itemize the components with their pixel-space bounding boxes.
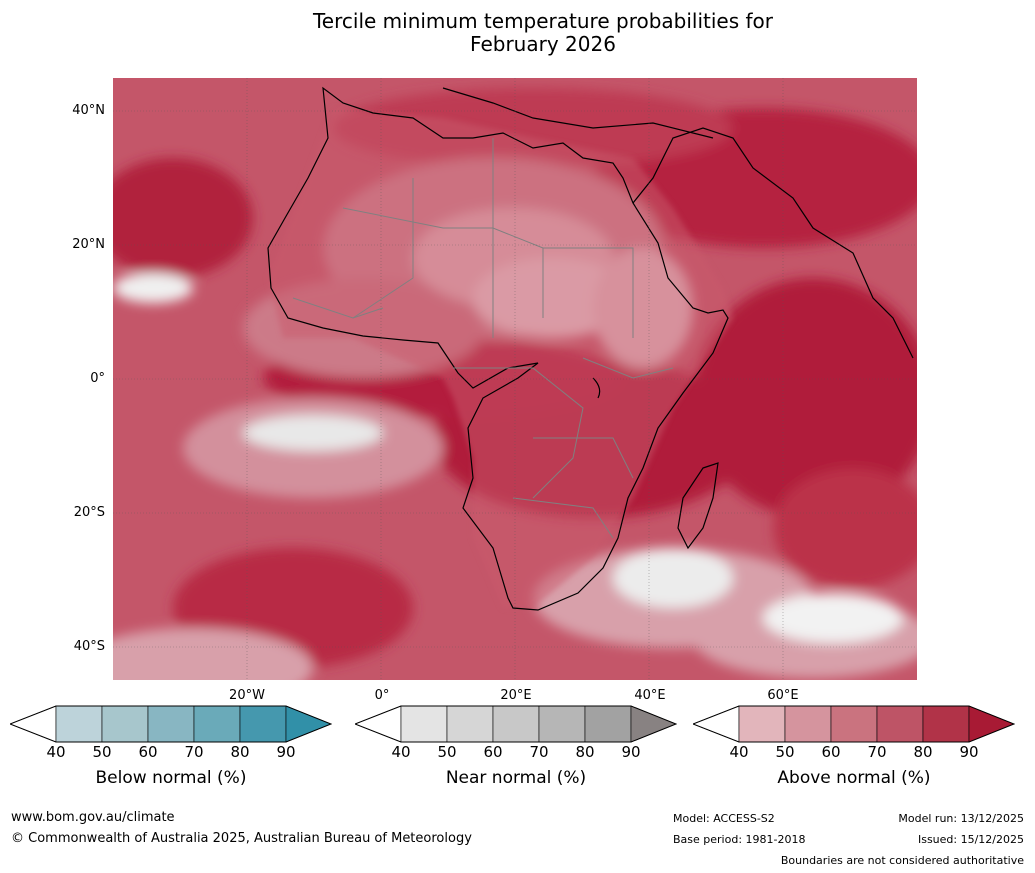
tick: 90 — [959, 743, 979, 761]
tick: 70 — [529, 743, 549, 761]
footer-url[interactable]: www.bom.gov.au/climate — [11, 810, 175, 825]
colorbar-segment — [630, 705, 677, 743]
footer-model: Model: ACCESS-S2 — [673, 812, 775, 825]
tick: 50 — [775, 743, 795, 761]
colorbar-segment — [147, 705, 195, 743]
lat-label-40s: 40°S — [73, 639, 105, 654]
tick: 70 — [867, 743, 887, 761]
colorbar-segment — [538, 705, 586, 743]
colorbar-segment — [239, 705, 287, 743]
colorbar-segment — [10, 705, 57, 743]
colorbar-segment — [355, 705, 402, 743]
tick: 60 — [483, 743, 503, 761]
legend-below-normal — [10, 705, 332, 743]
legend-above-title: Above normal (%) — [777, 768, 931, 788]
footer-base-period: Base period: 1981-2018 — [673, 833, 806, 846]
title-line-1: Tercile minimum temperature probabilitie… — [312, 9, 774, 33]
legend-near-title: Near normal (%) — [445, 768, 587, 788]
colorbar-segment — [285, 705, 332, 743]
colorbar-segment — [55, 705, 103, 743]
colorbar-segment — [830, 705, 878, 743]
lon-label-60e: 60°E — [767, 688, 799, 703]
tick: 50 — [437, 743, 457, 761]
colorbar-segment — [193, 705, 241, 743]
tick: 70 — [184, 743, 204, 761]
colorbar-segment — [784, 705, 832, 743]
colorbar-segment — [492, 705, 540, 743]
footer-issued: Issued: 15/12/2025 — [917, 833, 1024, 846]
lon-label-20e: 20°E — [500, 688, 532, 703]
tick: 80 — [575, 743, 595, 761]
tick: 40 — [729, 743, 749, 761]
map-title: Tercile minimum temperature probabilitie… — [200, 10, 886, 56]
tick: 60 — [821, 743, 841, 761]
tick: 80 — [913, 743, 933, 761]
footer-copyright: © Commonwealth of Australia 2025, Austra… — [11, 831, 472, 846]
lon-label-40e: 40°E — [634, 688, 666, 703]
tick: 50 — [92, 743, 112, 761]
tick: 40 — [46, 743, 66, 761]
colorbar-segment — [968, 705, 1015, 743]
lat-label-40n: 40°N — [72, 103, 105, 118]
colorbar-segment — [922, 705, 970, 743]
tick: 60 — [138, 743, 158, 761]
colorbar-segment — [876, 705, 924, 743]
colorbar-segment — [400, 705, 448, 743]
colorbar-segment — [584, 705, 632, 743]
tick: 80 — [230, 743, 250, 761]
footer-disclaimer: Boundaries are not considered authoritat… — [780, 854, 1024, 867]
colorbar-segment — [446, 705, 494, 743]
lat-label-20s: 20°S — [73, 505, 105, 520]
tick: 90 — [621, 743, 641, 761]
coastlines — [267, 86, 914, 611]
colorbar-near — [355, 705, 677, 743]
tick: 40 — [391, 743, 411, 761]
probability-map — [73, 78, 933, 708]
colorbar-segment — [693, 705, 740, 743]
legend-below-title: Below normal (%) — [95, 768, 247, 788]
tick: 90 — [276, 743, 296, 761]
colorbar-segment — [738, 705, 786, 743]
colorbar-segment — [101, 705, 149, 743]
legend-near-normal — [355, 705, 677, 743]
title-line-2: February 2026 — [470, 32, 616, 56]
colorbar-above — [693, 705, 1015, 743]
footer-model-run: Model run: 13/12/2025 — [898, 812, 1024, 825]
graticule — [113, 78, 917, 680]
lat-label-0: 0° — [90, 371, 105, 386]
lat-label-20n: 20°N — [72, 237, 105, 252]
lon-label-20w: 20°W — [229, 688, 265, 703]
colorbar-below — [10, 705, 332, 743]
lon-label-0: 0° — [374, 688, 390, 703]
country-borders — [292, 138, 674, 539]
legend-above-normal — [693, 705, 1015, 743]
